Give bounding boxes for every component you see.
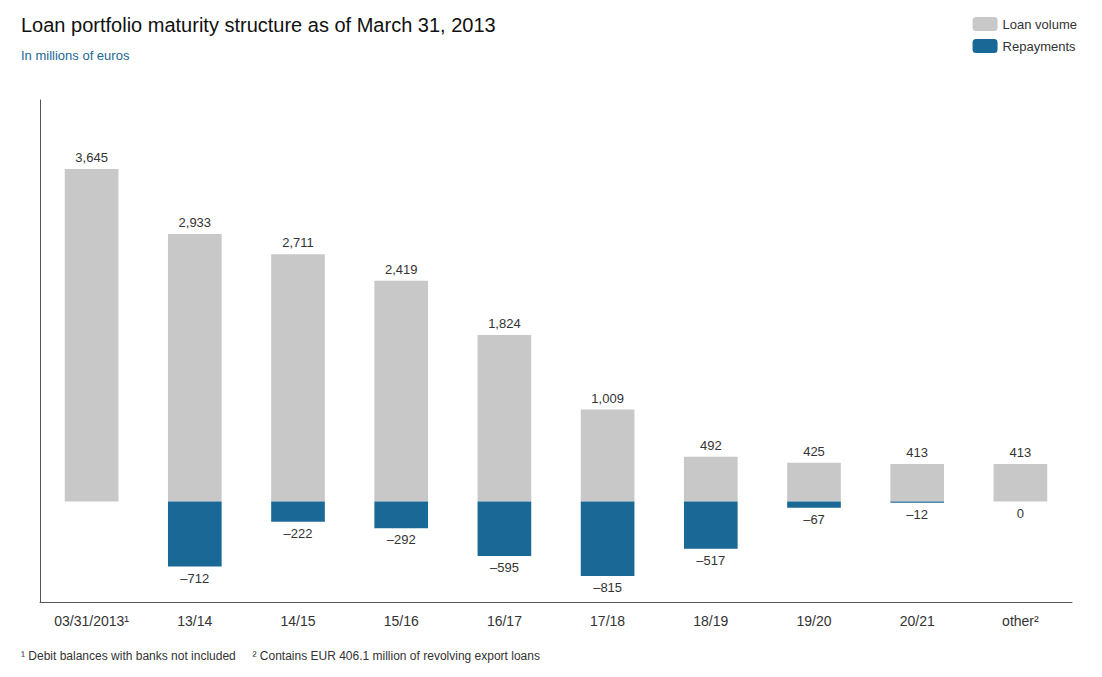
svg-text:Loan portfolio maturity struct: Loan portfolio maturity structure as of …	[21, 14, 496, 36]
svg-text:15/16: 15/16	[384, 613, 419, 629]
svg-text:1,009: 1,009	[591, 391, 624, 406]
svg-text:413: 413	[1010, 445, 1032, 460]
svg-text:20/21: 20/21	[900, 613, 935, 629]
svg-text:17/18: 17/18	[590, 613, 625, 629]
svg-text:13/14: 13/14	[177, 613, 212, 629]
svg-text:1,824: 1,824	[488, 316, 521, 331]
svg-text:14/15: 14/15	[280, 613, 315, 629]
svg-text:In millions of euros: In millions of euros	[21, 48, 130, 63]
svg-text:0: 0	[1017, 506, 1024, 521]
svg-text:Loan volume: Loan volume	[1003, 17, 1077, 32]
svg-text:425: 425	[803, 444, 825, 459]
svg-text:2,933: 2,933	[179, 215, 212, 230]
svg-text:492: 492	[700, 438, 722, 453]
svg-text:–12: –12	[906, 507, 928, 522]
svg-text:–222: –222	[284, 526, 313, 541]
svg-text:–712: –712	[180, 571, 209, 586]
svg-text:–815: –815	[593, 580, 622, 595]
svg-text:03/31/2013¹: 03/31/2013¹	[54, 613, 129, 629]
svg-text:Repayments: Repayments	[1003, 39, 1076, 54]
svg-text:¹ Debit balances with banks no: ¹ Debit balances with banks not included…	[21, 649, 540, 663]
svg-text:2,711: 2,711	[282, 235, 314, 250]
svg-text:2,419: 2,419	[385, 262, 418, 277]
svg-text:19/20: 19/20	[796, 613, 831, 629]
svg-text:other²: other²	[1002, 613, 1039, 629]
svg-text:3,645: 3,645	[75, 150, 108, 165]
svg-text:413: 413	[906, 445, 928, 460]
svg-text:–292: –292	[387, 532, 416, 547]
svg-text:18/19: 18/19	[693, 613, 728, 629]
svg-text:–595: –595	[490, 560, 519, 575]
svg-text:–67: –67	[803, 512, 825, 527]
svg-text:–517: –517	[696, 553, 725, 568]
svg-text:16/17: 16/17	[487, 613, 522, 629]
